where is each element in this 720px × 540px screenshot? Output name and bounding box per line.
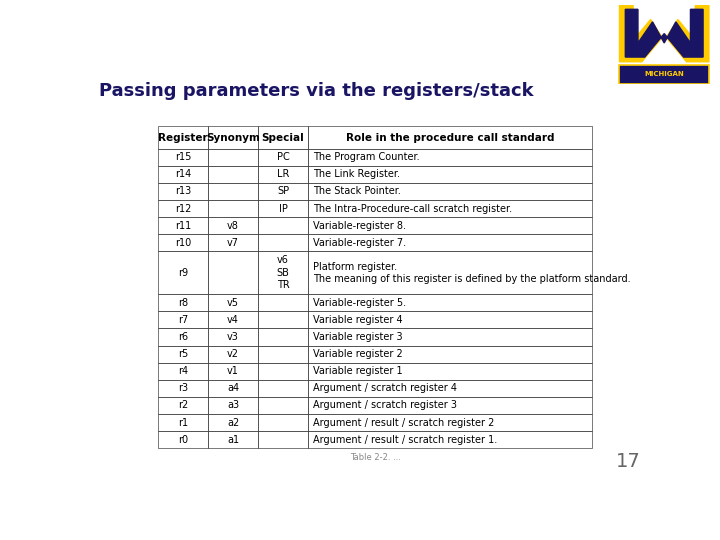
Polygon shape bbox=[625, 9, 703, 57]
Text: r5: r5 bbox=[178, 349, 189, 359]
Text: The Stack Pointer.: The Stack Pointer. bbox=[312, 186, 400, 197]
Text: r12: r12 bbox=[175, 204, 192, 214]
Text: Variable register 1: Variable register 1 bbox=[312, 366, 402, 376]
Text: PC: PC bbox=[276, 152, 289, 162]
Text: v4: v4 bbox=[227, 315, 239, 325]
Text: Argument / scratch register 3: Argument / scratch register 3 bbox=[312, 401, 456, 410]
Text: r9: r9 bbox=[178, 268, 188, 278]
Text: a3: a3 bbox=[227, 401, 239, 410]
Text: r10: r10 bbox=[175, 238, 192, 248]
Text: The Intra-Procedure-call scratch register.: The Intra-Procedure-call scratch registe… bbox=[312, 204, 512, 214]
Text: r1: r1 bbox=[178, 417, 188, 428]
Text: Passing parameters via the registers/stack: Passing parameters via the registers/sta… bbox=[99, 82, 534, 100]
Text: 17: 17 bbox=[616, 453, 640, 471]
Text: r8: r8 bbox=[178, 298, 188, 308]
Text: v1: v1 bbox=[227, 366, 239, 376]
Text: r0: r0 bbox=[178, 435, 188, 445]
Text: v8: v8 bbox=[227, 221, 239, 231]
Text: Argument / result / scratch register 1.: Argument / result / scratch register 1. bbox=[312, 435, 497, 445]
Text: Special: Special bbox=[261, 132, 305, 143]
Text: r13: r13 bbox=[175, 186, 192, 197]
Text: r6: r6 bbox=[178, 332, 188, 342]
FancyBboxPatch shape bbox=[616, 5, 713, 84]
Text: Variable register 4: Variable register 4 bbox=[312, 315, 402, 325]
Text: Role in the procedure call standard: Role in the procedure call standard bbox=[346, 132, 554, 143]
Text: IP: IP bbox=[279, 204, 287, 214]
Text: Table 2-2. ...: Table 2-2. ... bbox=[350, 453, 401, 462]
Text: MICHIGAN: MICHIGAN bbox=[644, 71, 684, 77]
Text: a2: a2 bbox=[227, 417, 239, 428]
Text: a4: a4 bbox=[227, 383, 239, 393]
Text: The Link Register.: The Link Register. bbox=[312, 170, 400, 179]
Text: Argument / scratch register 4: Argument / scratch register 4 bbox=[312, 383, 456, 393]
Polygon shape bbox=[619, 5, 709, 62]
Text: Variable register 2: Variable register 2 bbox=[312, 349, 402, 359]
Text: r3: r3 bbox=[178, 383, 188, 393]
Text: Variable register 3: Variable register 3 bbox=[312, 332, 402, 342]
Text: Variable-register 5.: Variable-register 5. bbox=[312, 298, 405, 308]
Text: Argument / result / scratch register 2: Argument / result / scratch register 2 bbox=[312, 417, 494, 428]
Text: r2: r2 bbox=[178, 401, 189, 410]
Text: v7: v7 bbox=[227, 238, 239, 248]
FancyBboxPatch shape bbox=[619, 65, 709, 84]
Text: r7: r7 bbox=[178, 315, 189, 325]
Text: r4: r4 bbox=[178, 366, 188, 376]
Text: v5: v5 bbox=[227, 298, 239, 308]
Text: LR: LR bbox=[276, 170, 289, 179]
Text: r14: r14 bbox=[175, 170, 192, 179]
Text: v6
SB
TR: v6 SB TR bbox=[276, 255, 289, 290]
Text: a1: a1 bbox=[227, 435, 239, 445]
Text: Synonym: Synonym bbox=[206, 132, 260, 143]
Text: Platform register.
The meaning of this register is defined by the platform stand: Platform register. The meaning of this r… bbox=[312, 261, 630, 284]
Text: v3: v3 bbox=[227, 332, 239, 342]
Text: SP: SP bbox=[277, 186, 289, 197]
Text: Variable-register 8.: Variable-register 8. bbox=[312, 221, 405, 231]
Text: v2: v2 bbox=[227, 349, 239, 359]
Text: Variable-register 7.: Variable-register 7. bbox=[312, 238, 405, 248]
Text: r11: r11 bbox=[175, 221, 192, 231]
Text: The Program Counter.: The Program Counter. bbox=[312, 152, 419, 162]
Text: r15: r15 bbox=[175, 152, 192, 162]
Text: Register: Register bbox=[158, 132, 208, 143]
